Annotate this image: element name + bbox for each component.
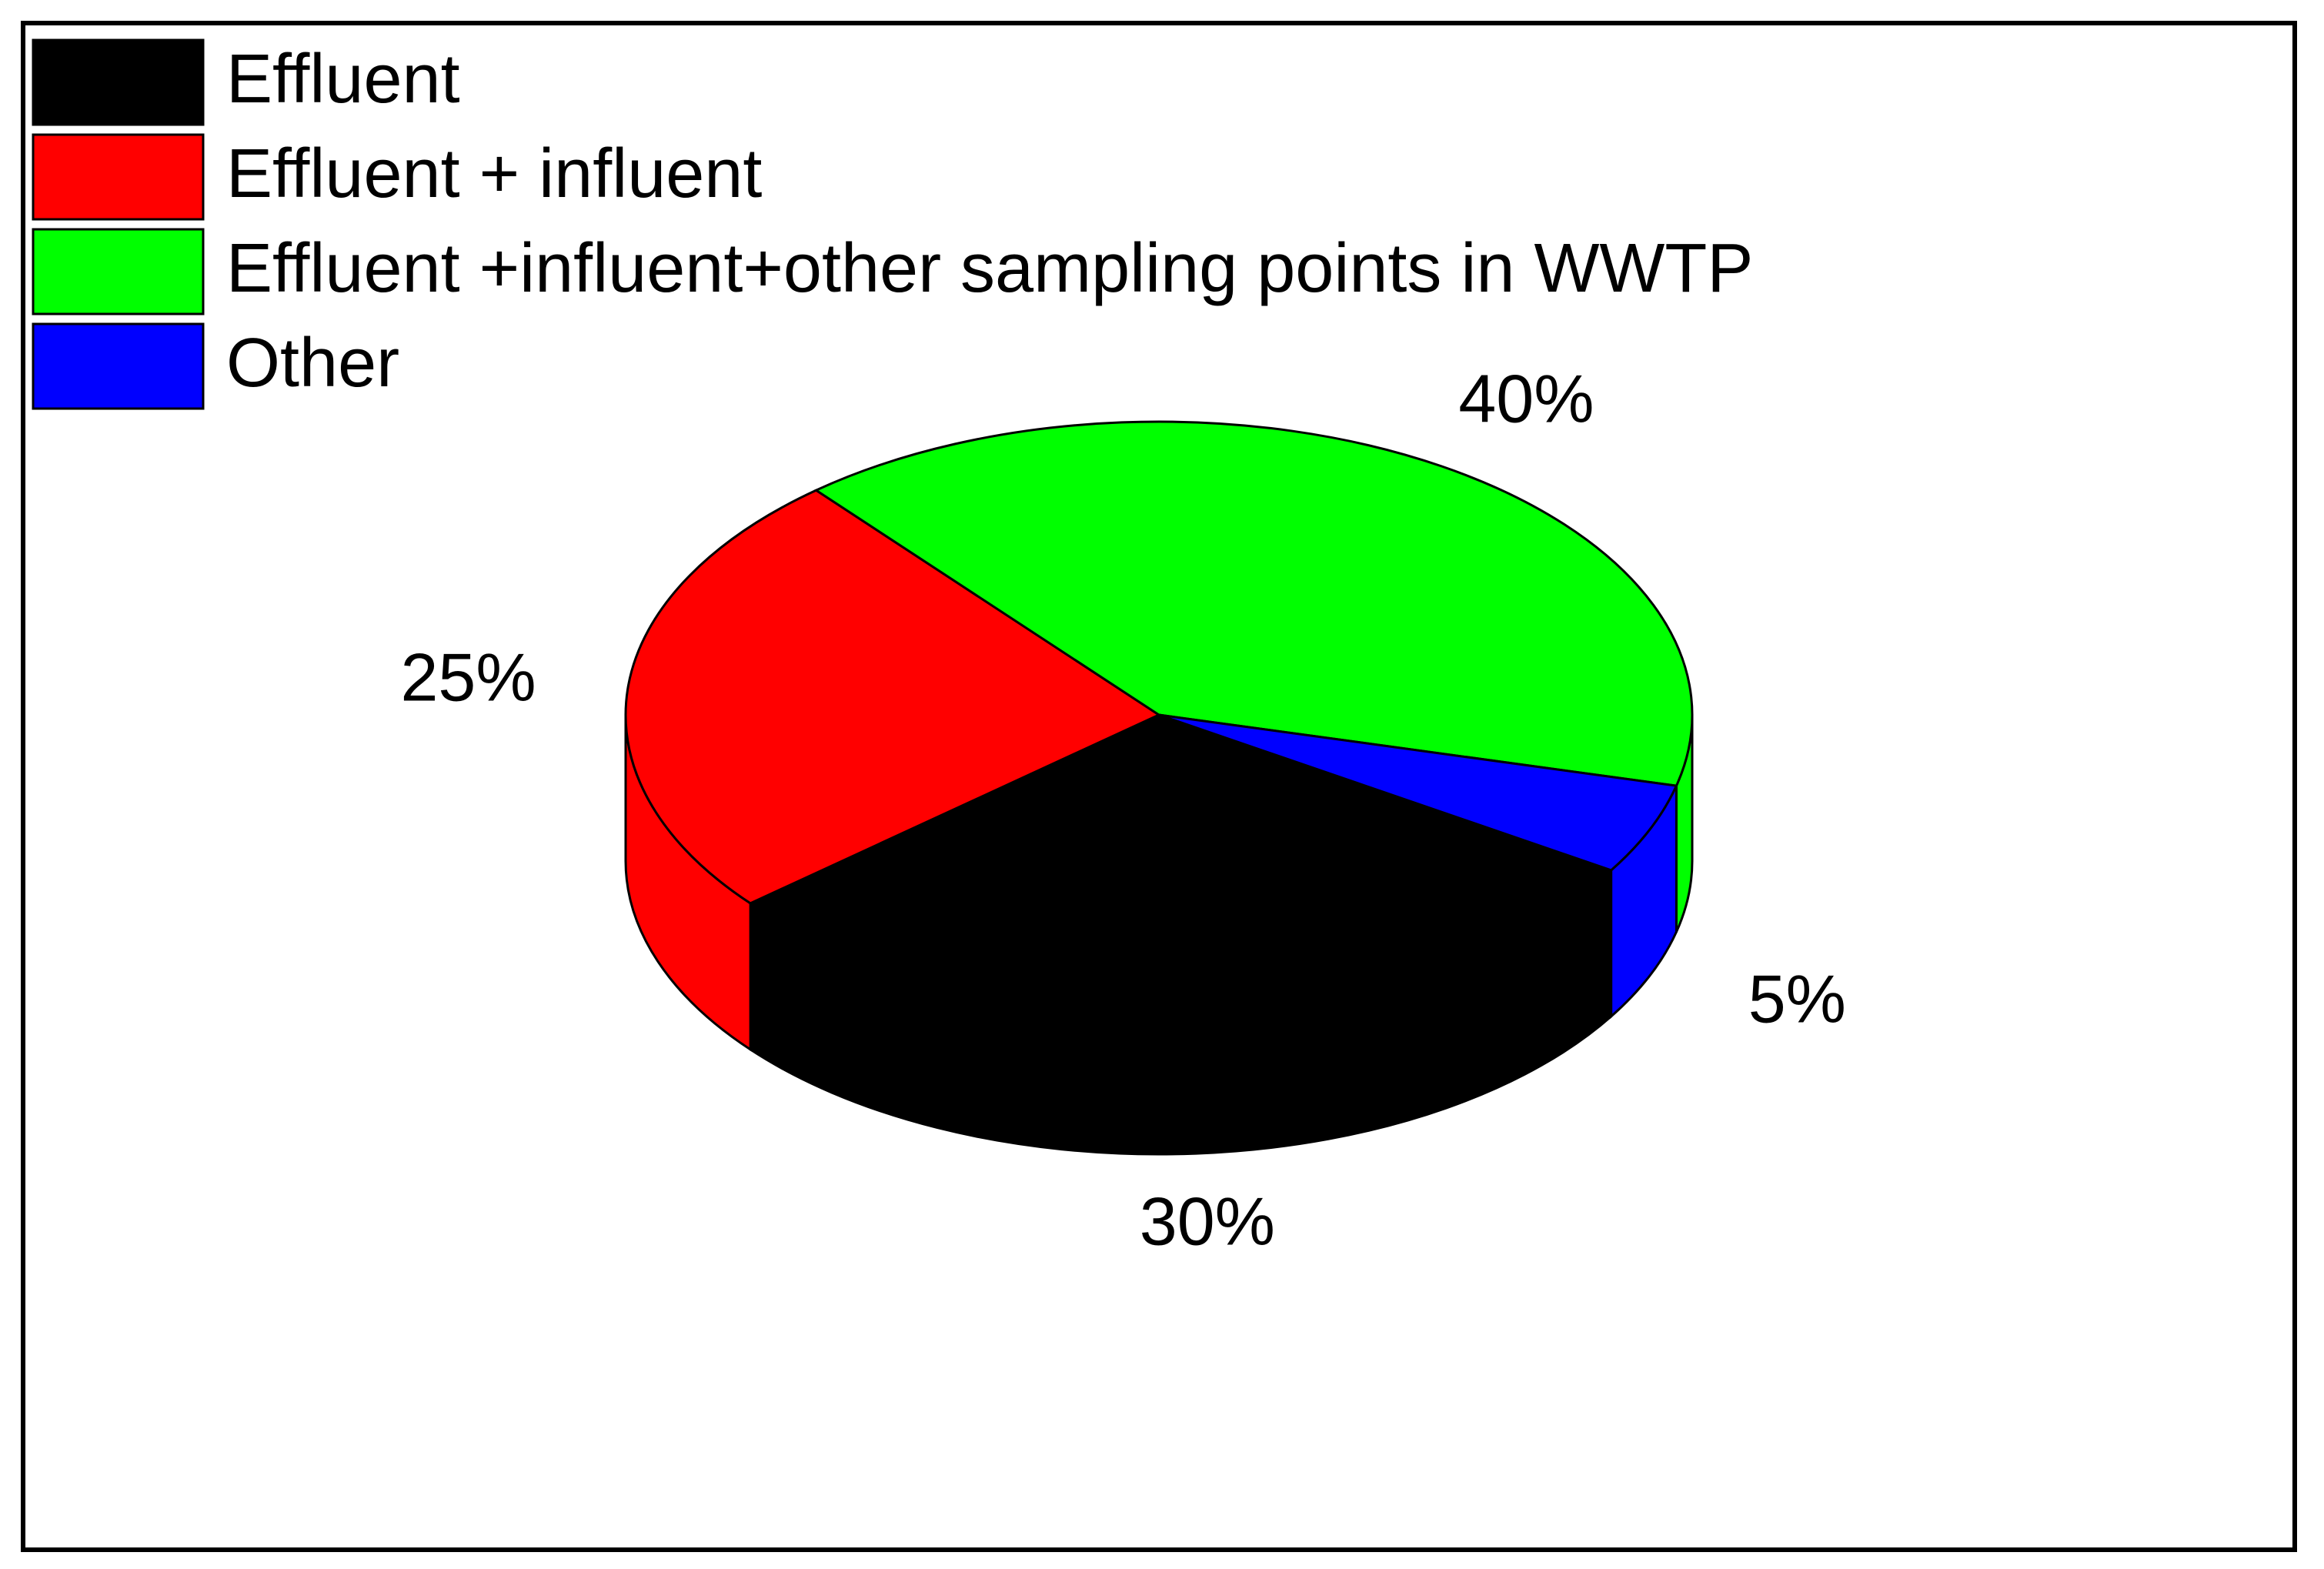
pie-slice <box>813 420 1694 787</box>
legend-label: Effluent +influent+other sampling points… <box>226 230 1753 307</box>
pie-slice <box>748 713 1614 1010</box>
pie: 30% 25% 40% 5% <box>400 360 1845 1259</box>
data-label: 5% <box>1748 960 1846 1037</box>
legend-swatch <box>32 228 205 315</box>
legend-label: Effluent + influent <box>226 135 762 212</box>
pie-slice <box>624 489 1162 905</box>
data-label: 40% <box>1458 360 1594 436</box>
legend-label: Other <box>226 325 399 402</box>
data-label: 25% <box>400 639 536 716</box>
legend-swatch <box>32 133 205 221</box>
legend-swatch <box>32 322 205 410</box>
legend-label: Effluent <box>226 41 460 118</box>
legend: Effluent Effluent + influent Effluent +inf… <box>32 38 1753 410</box>
legend-swatch <box>32 38 205 126</box>
data-label: 30% <box>1140 1183 1275 1259</box>
pie-slice <box>1158 713 1678 872</box>
